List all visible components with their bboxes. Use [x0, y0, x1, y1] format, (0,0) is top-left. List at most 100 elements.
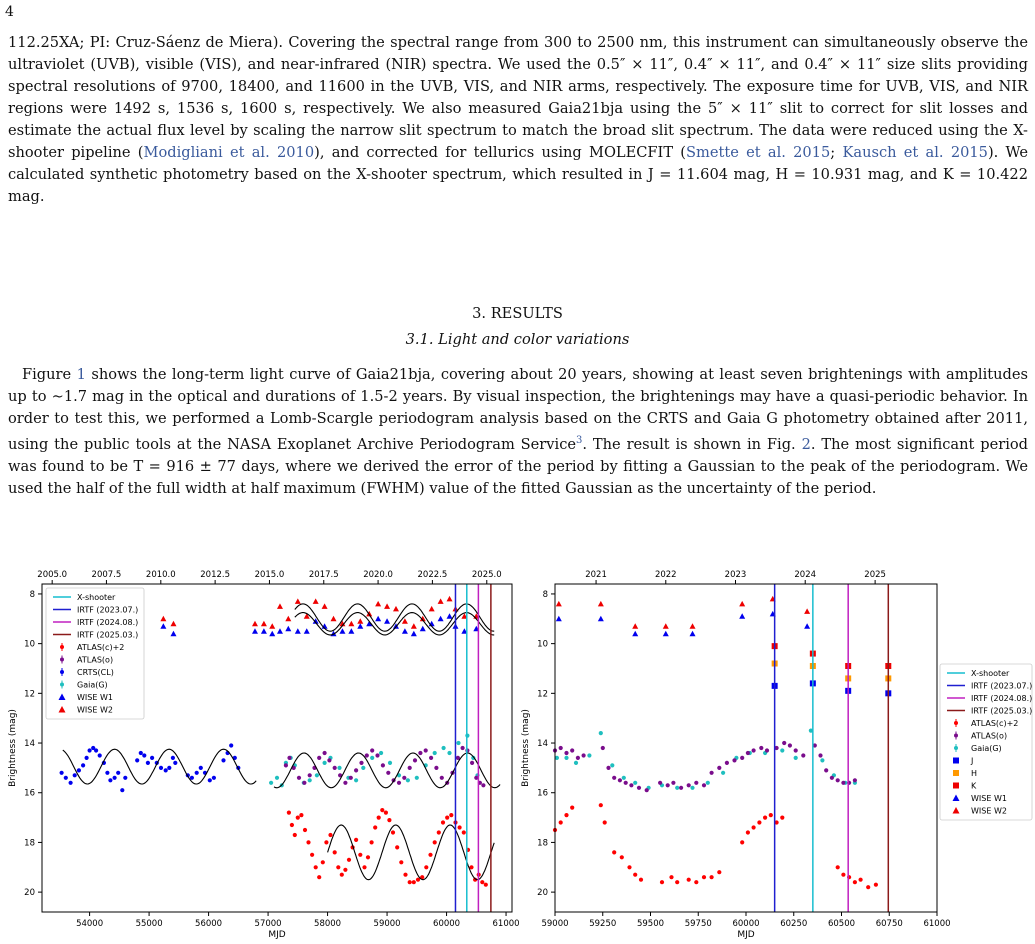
- data-point: [751, 825, 756, 830]
- legend-swatch-dot: [60, 657, 64, 662]
- legend-swatch: [953, 782, 959, 789]
- data-point: [600, 745, 605, 751]
- y-axis-label: Brightness (mag): [8, 709, 18, 787]
- paragraph-text: ;: [830, 144, 843, 161]
- footnote-link[interactable]: 3: [576, 435, 583, 446]
- legend-label: ATLAS(c)+2: [971, 719, 1018, 728]
- data-point: [564, 750, 569, 756]
- data-point: [665, 783, 670, 788]
- data-point-triangle: [357, 618, 364, 624]
- data-point-triangle: [312, 598, 319, 604]
- data-point: [390, 830, 396, 835]
- x-tick-label: 59000: [541, 919, 568, 929]
- model-curve: [62, 748, 257, 785]
- data-point: [407, 880, 412, 885]
- top-tick-label: 2007.5: [92, 570, 122, 580]
- data-point-triangle: [597, 615, 604, 622]
- citation-link[interactable]: Smette et al. 2015: [686, 144, 831, 161]
- data-point: [564, 813, 569, 818]
- data-point: [415, 877, 421, 882]
- data-point: [558, 820, 563, 825]
- data-point: [314, 773, 319, 778]
- top-tick-label: 2012.5: [200, 570, 230, 580]
- data-point: [380, 763, 385, 768]
- citation-link[interactable]: Modigliani et al. 2010: [143, 144, 315, 161]
- legend-swatch: [58, 693, 66, 700]
- citation-link[interactable]: Kausch et al. 2015: [842, 144, 988, 161]
- x-tick-label: 61000: [493, 919, 520, 929]
- data-point: [105, 770, 110, 775]
- data-point: [659, 880, 665, 885]
- data-point: [332, 850, 337, 855]
- data-point: [229, 743, 234, 748]
- data-point: [317, 755, 322, 760]
- legend-label: IRTF (2024.08.): [77, 618, 138, 627]
- x-tick-label: 59000: [374, 919, 401, 929]
- data-point: [383, 810, 388, 815]
- data-point-triangle: [401, 618, 408, 624]
- y-tick-label: 12: [537, 689, 548, 699]
- data-point: [483, 882, 488, 887]
- data-point: [158, 765, 164, 770]
- data-point: [587, 753, 592, 758]
- data-point: [380, 808, 385, 813]
- figure-link[interactable]: 2: [801, 435, 811, 453]
- legend-swatch-dot: [954, 746, 958, 750]
- legend-label: IRTF (2025.03.): [77, 631, 138, 640]
- x-tick-label: 58000: [314, 919, 341, 929]
- data-point: [424, 865, 429, 870]
- data-point: [354, 768, 359, 773]
- y-tick-label: 20: [537, 888, 548, 898]
- data-point-triangle: [303, 628, 310, 634]
- data-point: [411, 880, 416, 885]
- data-point-triangle: [285, 615, 292, 622]
- data-point-triangle: [269, 623, 276, 629]
- data-point: [774, 820, 779, 825]
- data-point: [346, 857, 352, 862]
- figure-link[interactable]: 1: [76, 366, 86, 383]
- data-point: [302, 780, 307, 785]
- data-point: [575, 755, 580, 760]
- data-point: [76, 768, 81, 773]
- paragraph-text: . The most significant period was found …: [8, 435, 1029, 497]
- legend-swatch: [953, 770, 959, 776]
- data-point: [221, 758, 226, 763]
- data-point: [365, 855, 371, 860]
- data-point-triangle: [689, 623, 696, 629]
- paragraph-text: ). We calculated synthetic photometry ba…: [8, 144, 1029, 205]
- data-point: [84, 755, 89, 760]
- data-point: [782, 740, 787, 746]
- data-point: [759, 745, 764, 751]
- data-point: [573, 760, 579, 765]
- data-point: [629, 783, 634, 788]
- data-point-triangle: [662, 630, 669, 637]
- x-tick-label: 60500: [828, 919, 855, 929]
- data-point: [150, 755, 155, 760]
- top-tick-label: 2020.0: [363, 570, 393, 580]
- y-tick-label: 16: [24, 789, 35, 799]
- data-point-triangle: [597, 600, 604, 607]
- x-tick-label: 56000: [195, 919, 222, 929]
- data-point-triangle: [348, 620, 355, 627]
- data-point: [370, 755, 375, 760]
- top-tick-label: 2022: [655, 570, 677, 580]
- data-point-triangle: [269, 630, 276, 637]
- model-curve: [294, 612, 495, 636]
- data-point-triangle: [251, 620, 258, 627]
- data-point: [820, 758, 825, 763]
- data-point: [686, 783, 691, 788]
- paragraph-text: Figure: [22, 366, 77, 383]
- data-point-triangle: [170, 630, 177, 637]
- data-point: [207, 778, 212, 783]
- data-point: [362, 865, 367, 870]
- x-tick-label: 60750: [876, 919, 903, 929]
- legend-swatch: [952, 794, 960, 801]
- data-point-triangle: [410, 623, 417, 629]
- data-point: [473, 877, 478, 882]
- data-point: [327, 758, 332, 763]
- data-point: [59, 770, 64, 775]
- data-point-triangle: [739, 613, 746, 619]
- legend-label: K: [971, 782, 977, 791]
- data-point: [322, 750, 327, 756]
- data-point: [564, 755, 569, 760]
